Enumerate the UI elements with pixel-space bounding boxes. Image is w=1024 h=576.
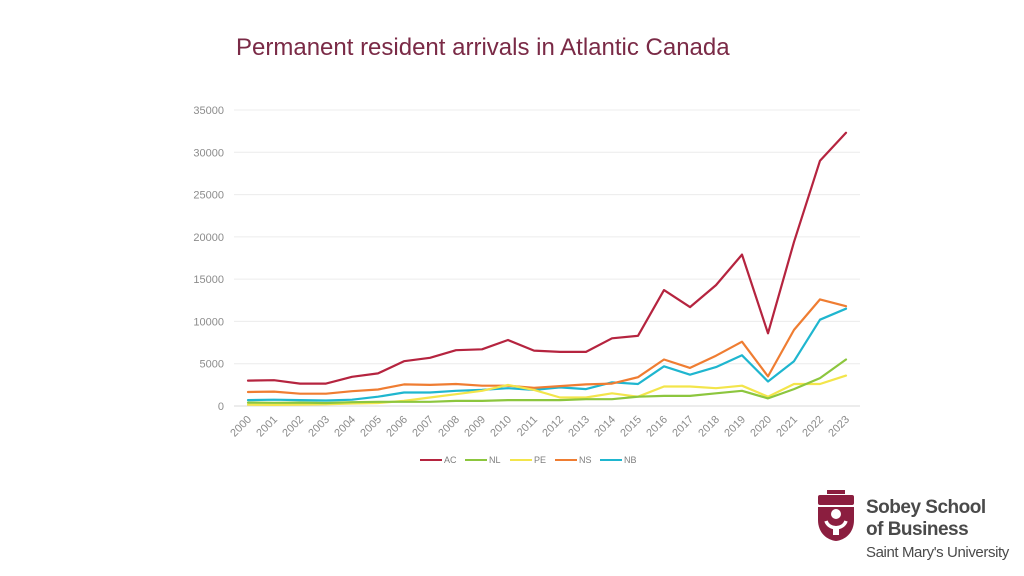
sobey-logo: Sobey School of Business Saint Mary's Un… — [814, 490, 1014, 570]
legend: AC NL PE NS NB — [420, 455, 637, 465]
series-line-pe — [246, 374, 848, 406]
x-tick-label: 2003 — [306, 414, 332, 440]
legend-label-ns: NS — [579, 455, 592, 465]
logo-line-2: of Business — [866, 519, 969, 540]
x-tick-label: 2022 — [800, 414, 826, 440]
x-tick-label: 2016 — [644, 414, 670, 440]
gridlines — [234, 109, 860, 407]
x-tick-label: 2007 — [410, 414, 436, 440]
x-tick-label: 2023 — [826, 414, 852, 440]
series-line-nb — [246, 307, 848, 402]
x-tick-label: 2004 — [332, 414, 358, 440]
x-tick-label: 2014 — [592, 414, 618, 440]
y-tick-label: 10000 — [193, 316, 224, 328]
y-tick-label: 30000 — [193, 147, 224, 159]
line-chart: 0 5000 10000 15000 20000 25000 30000 35000 2000… — [193, 105, 860, 465]
x-tick-label: 2017 — [670, 414, 696, 440]
legend-label-nb: NB — [624, 455, 637, 465]
legend-label-pe: PE — [534, 455, 546, 465]
x-tick-label: 2001 — [254, 414, 280, 440]
y-axis-ticks: 0 5000 10000 15000 20000 25000 30000 35000 — [193, 105, 224, 413]
y-tick-label: 5000 — [200, 359, 224, 371]
logo-line-3: Saint Mary's University — [866, 544, 1009, 561]
logo-line-1: Sobey School — [866, 497, 986, 518]
series-lines — [246, 131, 848, 406]
y-tick-label: 0 — [218, 401, 224, 413]
x-tick-label: 2015 — [618, 414, 644, 440]
x-tick-label: 2006 — [384, 414, 410, 440]
x-tick-label: 2018 — [696, 414, 722, 440]
x-tick-label: 2012 — [540, 414, 566, 440]
series-line-ac — [246, 131, 848, 385]
y-tick-label: 20000 — [193, 232, 224, 244]
x-tick-label: 2019 — [722, 414, 748, 440]
legend-label-nl: NL — [489, 455, 501, 465]
x-tick-label: 2002 — [280, 414, 306, 440]
x-tick-label: 2005 — [358, 414, 384, 440]
x-tick-label: 2000 — [228, 414, 254, 440]
y-tick-label: 15000 — [193, 274, 224, 286]
x-axis-ticks: 2000 2001 2002 2003 2004 2005 2006 2007 2008 2009… — [228, 414, 852, 440]
y-tick-label: 25000 — [193, 190, 224, 202]
x-tick-label: 2008 — [436, 414, 462, 440]
x-tick-label: 2011 — [515, 414, 540, 439]
series-line-nl — [246, 358, 848, 405]
x-tick-label: 2009 — [462, 414, 488, 440]
x-tick-label: 2021 — [774, 414, 800, 440]
legend-label-ac: AC — [444, 455, 457, 465]
series-line-ns — [246, 298, 848, 395]
x-tick-label: 2010 — [488, 414, 514, 440]
university-crest-icon — [818, 490, 854, 541]
y-tick-label: 35000 — [193, 105, 224, 117]
x-tick-label: 2020 — [748, 414, 774, 440]
x-tick-label: 2013 — [566, 414, 592, 440]
chart-title: Permanent resident arrivals in Atlantic … — [236, 34, 730, 61]
